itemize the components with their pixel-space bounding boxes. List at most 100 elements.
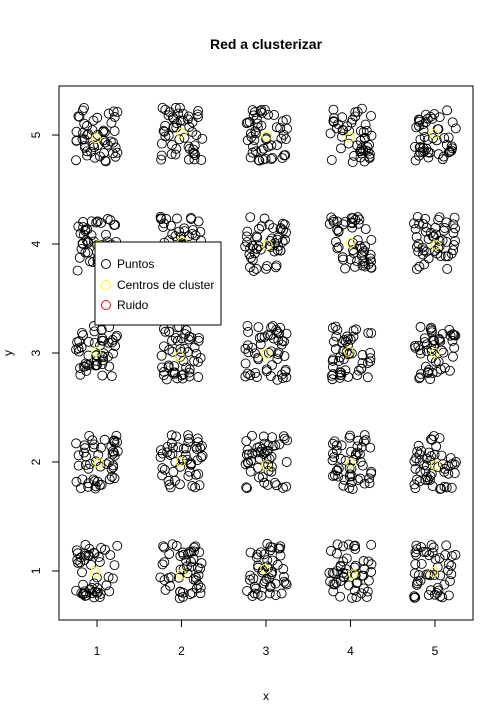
data-point [282, 482, 291, 491]
data-point [197, 155, 206, 164]
legend-label-noise: Ruido [117, 298, 149, 312]
data-point [72, 156, 81, 165]
data-point [361, 225, 370, 234]
data-point [366, 443, 375, 452]
data-point [172, 214, 181, 223]
cluster-center-marker [262, 350, 271, 359]
data-point [72, 136, 81, 145]
data-point [432, 442, 441, 451]
data-point [341, 456, 350, 465]
data-point [72, 127, 81, 136]
data-point [241, 359, 250, 368]
data-point [341, 264, 350, 273]
cluster-center-marker [347, 459, 356, 468]
data-point [442, 541, 451, 550]
x-axis-label: x [263, 689, 269, 703]
data-point [282, 457, 291, 466]
data-point [448, 352, 457, 361]
data-point [242, 437, 251, 446]
data-point [268, 433, 277, 442]
data-point [327, 155, 336, 164]
data-point [157, 351, 166, 360]
data-point [339, 542, 348, 551]
data-points [72, 103, 461, 602]
data-point [444, 591, 453, 600]
data-point [443, 106, 452, 115]
data-point [101, 157, 110, 166]
data-point [417, 559, 426, 568]
data-point [336, 144, 345, 153]
data-point [428, 482, 437, 491]
data-point [443, 264, 452, 273]
data-point [429, 543, 438, 552]
data-point [80, 119, 89, 128]
data-point [72, 477, 81, 486]
data-point [248, 591, 257, 600]
data-point [92, 573, 101, 582]
cluster-center-marker [94, 459, 103, 468]
data-point [249, 267, 258, 276]
axis-ticks: 1 2 3 4 512345 [29, 131, 439, 658]
data-point [412, 475, 421, 484]
data-point [277, 589, 286, 598]
data-point [106, 551, 115, 560]
legend-label-points: Puntos [117, 257, 154, 271]
y-tick-label: 1 [29, 567, 43, 574]
data-point [75, 253, 84, 262]
data-point [73, 266, 82, 275]
data-point [72, 439, 81, 448]
data-point [447, 570, 456, 579]
data-point [364, 576, 373, 585]
legend-label-centers: Centros de cluster [117, 278, 214, 292]
data-point [246, 213, 255, 222]
data-point [329, 105, 338, 114]
data-point [416, 322, 425, 331]
data-point [194, 372, 203, 381]
data-point [271, 591, 280, 600]
data-point [357, 364, 366, 373]
data-point [333, 540, 342, 549]
data-point [441, 252, 450, 261]
y-tick-label: 5 [29, 131, 43, 138]
data-point [344, 540, 353, 549]
x-tick-label: 3 [263, 644, 270, 658]
data-point [246, 153, 255, 162]
data-point [110, 561, 119, 570]
data-point [190, 343, 199, 352]
data-point [270, 110, 279, 119]
data-point [439, 348, 448, 357]
cluster-centers [91, 128, 440, 578]
data-point [273, 141, 282, 150]
data-point [254, 561, 263, 570]
data-point [253, 463, 262, 472]
data-point [332, 549, 341, 558]
data-point [79, 103, 88, 112]
data-point [175, 480, 184, 489]
data-point [107, 372, 116, 381]
data-point [434, 215, 443, 224]
data-point [331, 237, 340, 246]
y-tick-label: 2 [29, 458, 43, 465]
data-point [95, 558, 104, 567]
data-point [179, 444, 188, 453]
data-point [263, 262, 272, 271]
data-point [113, 541, 122, 550]
data-point [160, 558, 169, 567]
cluster-center-marker [91, 568, 100, 577]
data-point [445, 366, 454, 375]
data-point [243, 321, 252, 330]
data-point [336, 454, 345, 463]
data-point [101, 230, 110, 239]
data-point [363, 373, 372, 382]
data-point [367, 111, 376, 120]
chart-title: Red a clusterizar [210, 36, 323, 52]
x-tick-label: 4 [347, 644, 354, 658]
data-point [158, 560, 167, 569]
data-point [84, 337, 93, 346]
data-point [272, 123, 281, 132]
data-point [161, 121, 170, 130]
y-axis-label: y [1, 350, 15, 356]
data-point [363, 587, 372, 596]
